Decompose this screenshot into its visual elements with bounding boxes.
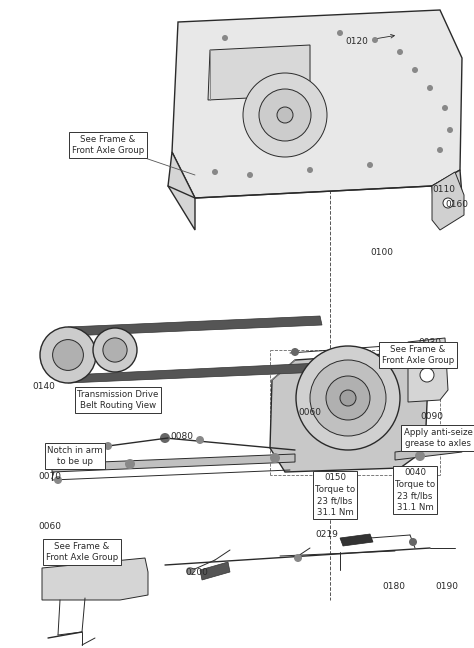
Text: 0040
Torque to
23 ft/lbs
31.1 Nm: 0040 Torque to 23 ft/lbs 31.1 Nm [395,469,435,512]
Circle shape [64,351,72,358]
Polygon shape [68,316,322,336]
Polygon shape [208,45,310,100]
Circle shape [409,538,417,546]
Circle shape [437,147,443,153]
Polygon shape [340,534,373,546]
Text: 0200: 0200 [185,568,208,577]
Circle shape [125,459,135,469]
Polygon shape [408,338,448,402]
Circle shape [160,433,170,443]
Polygon shape [168,152,195,230]
Circle shape [412,67,418,73]
Circle shape [296,346,400,450]
Polygon shape [42,558,148,600]
Circle shape [397,49,403,55]
Polygon shape [270,352,428,472]
Text: 0080: 0080 [170,432,193,441]
Circle shape [310,360,386,436]
Text: 0110: 0110 [432,185,455,194]
Circle shape [243,73,327,157]
Polygon shape [172,10,462,198]
Text: 0160: 0160 [445,200,468,209]
Circle shape [367,162,373,168]
Text: See Frame &
Front Axle Group: See Frame & Front Axle Group [46,542,118,562]
Circle shape [259,89,311,141]
Circle shape [93,328,137,372]
Text: 0190: 0190 [435,582,458,591]
Text: 0060: 0060 [38,522,61,531]
Text: Transmission Drive
Belt Routing View: Transmission Drive Belt Routing View [77,390,159,410]
Circle shape [53,340,83,371]
Circle shape [442,105,448,111]
Circle shape [443,198,453,208]
Circle shape [420,368,434,382]
Circle shape [186,567,194,575]
Text: 0030: 0030 [418,338,441,347]
Text: 0150
Torque to
23 ft/lbs
31.1 Nm: 0150 Torque to 23 ft/lbs 31.1 Nm [315,473,355,516]
Circle shape [326,376,370,420]
Text: 0140: 0140 [32,382,55,391]
Text: 0010: 0010 [450,438,473,447]
Text: Apply anti-seize
grease to axles: Apply anti-seize grease to axles [403,428,473,448]
Circle shape [247,172,253,178]
Circle shape [270,453,280,463]
Circle shape [104,442,112,450]
Text: 0120: 0120 [345,34,394,47]
Circle shape [372,37,378,43]
Text: 0180: 0180 [382,582,405,591]
Text: 0219: 0219 [315,530,338,539]
Circle shape [40,327,96,383]
Circle shape [424,372,430,378]
Text: 0090: 0090 [420,412,443,421]
Circle shape [212,169,218,175]
Polygon shape [68,363,322,383]
Circle shape [103,338,127,362]
Text: 0100: 0100 [370,248,393,257]
Circle shape [340,390,356,406]
Text: Notch in arm
to be up: Notch in arm to be up [47,446,103,466]
Circle shape [54,476,62,484]
Text: 0060: 0060 [298,408,321,417]
Polygon shape [395,444,462,460]
Text: 0050: 0050 [390,362,413,371]
Circle shape [447,127,453,133]
Circle shape [222,35,228,41]
Circle shape [294,554,302,562]
Circle shape [427,85,433,91]
Polygon shape [52,454,295,472]
Text: 0070: 0070 [38,472,61,481]
Circle shape [196,436,204,444]
Circle shape [111,347,118,354]
Polygon shape [432,172,464,230]
Polygon shape [200,562,230,580]
Text: See Frame &
Front Axle Group: See Frame & Front Axle Group [72,135,144,156]
Circle shape [291,348,299,356]
Circle shape [415,451,425,461]
Text: See Frame &
Front Axle Group: See Frame & Front Axle Group [382,345,454,365]
Circle shape [307,167,313,173]
Circle shape [277,107,293,123]
Circle shape [337,30,343,36]
Polygon shape [432,170,462,210]
